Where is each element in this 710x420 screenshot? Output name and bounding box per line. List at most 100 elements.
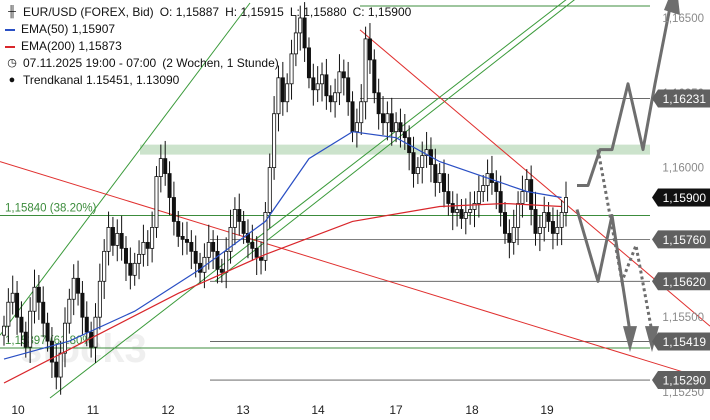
candle-body xyxy=(450,203,455,213)
ema50-swatch-icon xyxy=(5,28,15,31)
ema-lines xyxy=(3,131,562,384)
channel-mid-line xyxy=(49,0,567,399)
candle-body xyxy=(150,227,155,249)
legend-range-row: ◷ 07.11.2025 19:00 - 07:00 (2 Wochen, 1 … xyxy=(5,55,411,72)
candle-body xyxy=(254,247,259,258)
legend-ema200-label: EMA(200) xyxy=(21,39,76,53)
candle-body xyxy=(67,298,72,324)
candle-body xyxy=(137,253,142,264)
candle-body xyxy=(446,191,451,204)
candle-body xyxy=(424,149,429,157)
candle-body xyxy=(328,95,333,103)
candle-body xyxy=(237,209,242,222)
y-tick-label: 1,15250 xyxy=(662,387,704,399)
resistance-line-lower xyxy=(0,161,691,375)
candle-body xyxy=(62,322,67,354)
candle-body xyxy=(498,191,503,213)
price-level-badge-label: 1,16231 xyxy=(663,92,707,106)
candle-body xyxy=(276,77,281,115)
candle-body xyxy=(36,286,41,303)
candle-body xyxy=(180,236,185,240)
candle-body xyxy=(550,221,555,234)
candle-body xyxy=(145,241,150,249)
candle-body xyxy=(372,59,377,94)
legend-close: 1,15900 xyxy=(367,5,412,19)
candle-body xyxy=(285,83,290,103)
candle-body xyxy=(141,241,146,255)
legend-ema200-row: EMA(200) 1,15873 xyxy=(5,38,411,55)
price-level-badge-bg xyxy=(652,332,710,351)
candle-body xyxy=(19,316,24,333)
candle-body xyxy=(263,212,268,261)
candle-body xyxy=(341,71,346,79)
candle-body xyxy=(189,241,194,252)
legend-channel-row: ● Trendkanal 1.15451, 1.13090 xyxy=(5,72,411,89)
candle-body xyxy=(485,173,490,186)
candle-body xyxy=(564,197,569,213)
legend-low: 1,15880 xyxy=(303,5,347,19)
candle-body xyxy=(250,241,255,249)
candle-body xyxy=(524,179,529,192)
support-zone xyxy=(140,144,650,155)
candle-body xyxy=(71,277,76,300)
candle-body xyxy=(10,292,15,303)
candle-body xyxy=(76,277,81,294)
ema50-line xyxy=(3,131,562,360)
candle-body xyxy=(80,292,85,318)
candle-body xyxy=(489,173,494,183)
channel-lower-line xyxy=(214,0,575,282)
legend-ema50-label: EMA(50) xyxy=(21,22,69,36)
candle-body xyxy=(537,227,542,234)
candle-body xyxy=(511,227,516,243)
candle-body xyxy=(520,191,525,204)
x-tick-label: 12 xyxy=(161,403,175,417)
candle-body xyxy=(389,113,394,133)
candle-body xyxy=(298,17,303,34)
legend-channel-label: Trendkanal xyxy=(23,73,83,87)
y-tick-label: 1,15500 xyxy=(662,312,704,324)
legend-low-label: L: xyxy=(289,5,300,19)
candle-body xyxy=(49,340,54,363)
candle-body xyxy=(459,209,464,219)
candle-body xyxy=(346,77,351,103)
legend-open-label: O: xyxy=(159,5,173,19)
legend-open: 1,15887 xyxy=(175,5,220,19)
x-tick-label: 18 xyxy=(465,403,479,417)
candle-body xyxy=(481,185,486,192)
candle-body xyxy=(228,227,233,252)
candles-icon: ╫ xyxy=(8,6,16,18)
channel-upper-line xyxy=(0,2,251,336)
candle-body xyxy=(363,38,368,103)
candle-body xyxy=(503,212,508,234)
candle-body xyxy=(468,209,473,213)
x-tick-label: 17 xyxy=(389,403,403,417)
x-tick-label: 14 xyxy=(311,403,325,417)
legend-range-note: (2 Wochen, 1 Stunde) xyxy=(162,56,279,70)
candle-body xyxy=(224,250,229,273)
candle-body xyxy=(184,238,189,243)
candle-body xyxy=(415,167,420,174)
bullet-icon: ● xyxy=(8,74,16,86)
price-badges: 1,16231 1,15760 1,15620 1,15419 1,15290 1,159… xyxy=(652,89,710,390)
chart-legend: ╫ EUR/USD (FOREX, Bid) O: 1,15887 H: 1,1… xyxy=(5,4,411,89)
candle-body xyxy=(350,101,355,133)
candle-body xyxy=(119,233,124,249)
trend-lines xyxy=(0,0,710,399)
y-tick-label: 1,16000 xyxy=(662,163,704,175)
legend-close-label: C: xyxy=(352,5,365,19)
candle-body xyxy=(367,38,372,61)
clock-icon: ◷ xyxy=(7,57,17,69)
candle-body xyxy=(89,331,94,348)
legend-symbol: EUR/USD (FOREX, Bid) xyxy=(23,5,154,19)
candle-body xyxy=(272,113,277,168)
bearish-arrowhead xyxy=(623,326,637,353)
candle-body xyxy=(110,227,115,246)
candle-body xyxy=(206,241,211,258)
candle-body xyxy=(293,32,298,55)
candle-body xyxy=(219,268,224,273)
price-level-badge-label: 1,15620 xyxy=(663,275,707,289)
candle-body xyxy=(555,227,560,234)
candle-body xyxy=(324,74,329,97)
